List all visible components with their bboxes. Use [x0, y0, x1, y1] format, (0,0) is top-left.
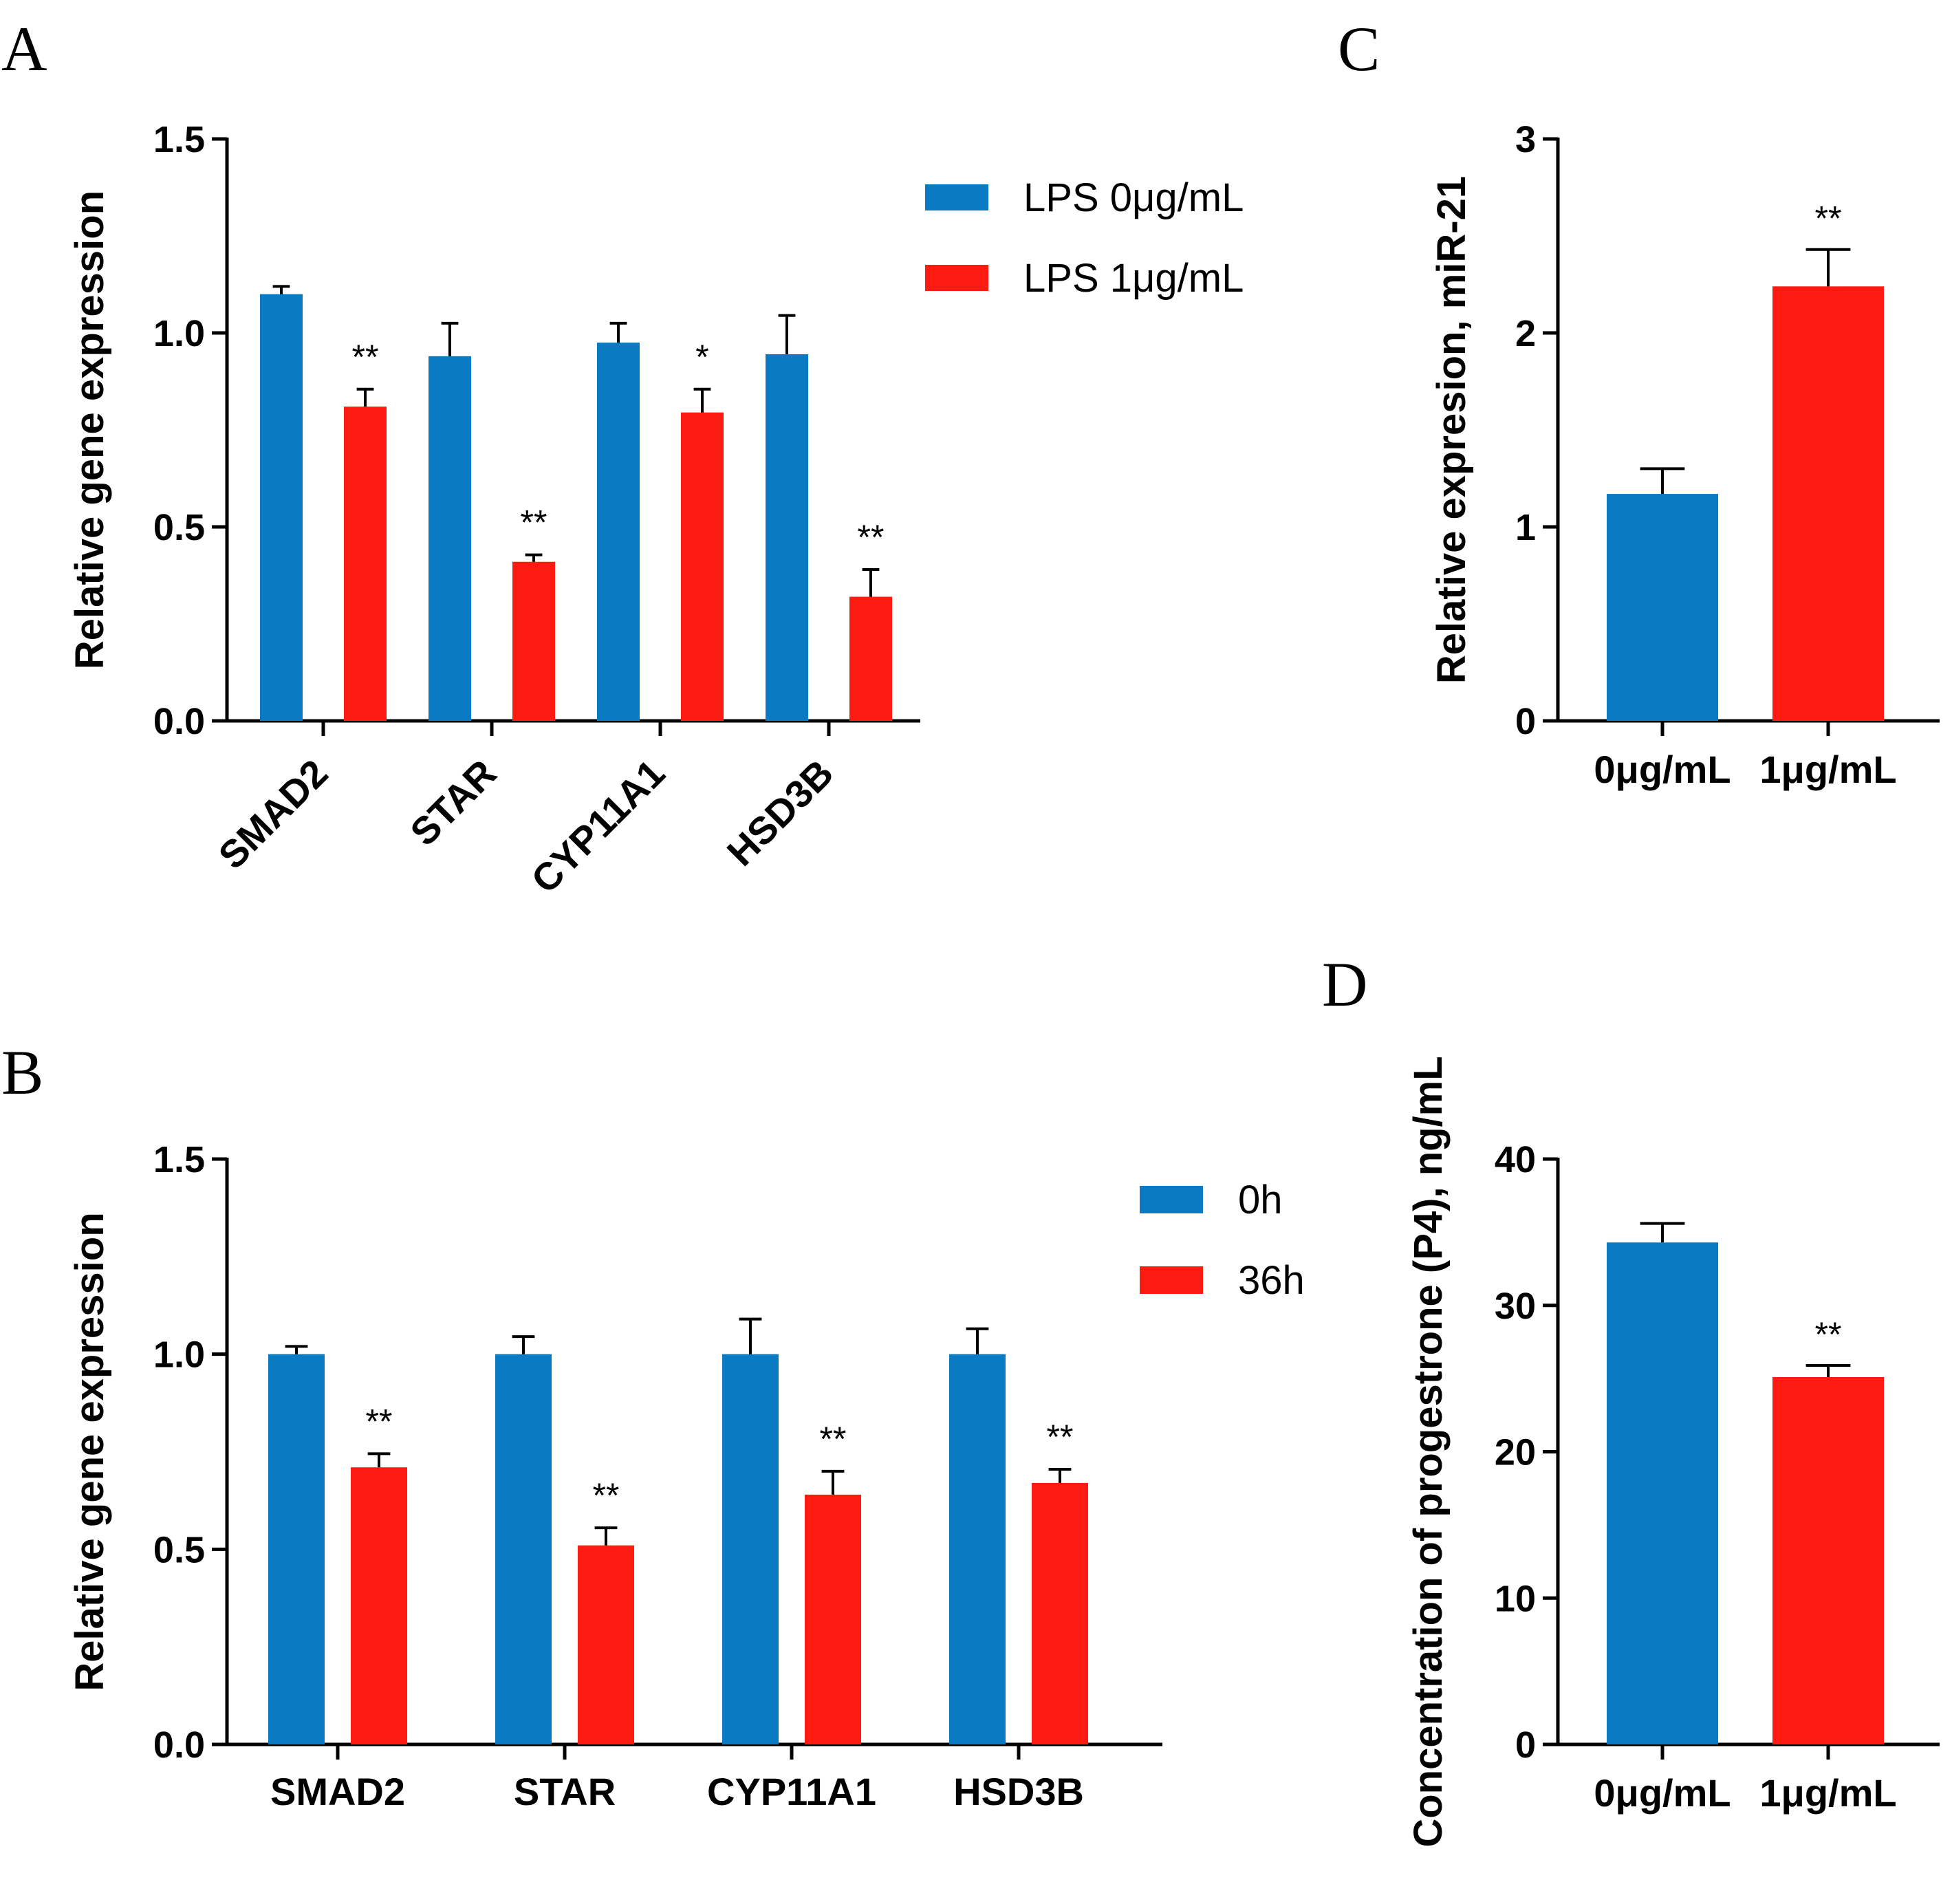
y-tick-label-b: 0.0	[153, 1724, 205, 1766]
category-label-c: 0μg/mL	[1594, 748, 1731, 791]
bar-a-s2-2	[681, 412, 724, 721]
y-tick-label-d: 20	[1495, 1432, 1536, 1473]
y-tick-label-d: 0	[1515, 1724, 1536, 1766]
category-label-b: HSD3B	[953, 1770, 1084, 1813]
significance-label-c: **	[1815, 199, 1842, 238]
significance-label-b: **	[593, 1476, 620, 1515]
y-axis-title-c: Relative expresion, miR-21	[1429, 176, 1474, 684]
y-tick-label-b: 1.5	[153, 1139, 205, 1180]
bar-b-s1-0	[268, 1354, 325, 1744]
legend-label-b-1: 0h	[1238, 1178, 1283, 1222]
chart-a-relative-gene-expression-lps: 0.0 0.5 1.0 1.5 Relative gene expression ** SM…	[67, 119, 1244, 901]
bar-a-s2-3	[849, 596, 892, 721]
y-axis-title-d: Concentration of progestrone (P4), ng/mL	[1406, 1056, 1451, 1847]
significance-label-a: **	[521, 504, 547, 542]
bar-d-1	[1772, 1376, 1884, 1744]
panel-letter-a: A	[1, 14, 47, 84]
chart-b-relative-gene-expression-time: 0.0 0.5 1.0 1.5 Relative gene expression ** SM…	[67, 1139, 1305, 1813]
y-tick-label-d: 40	[1495, 1139, 1536, 1180]
panel-letter-b: B	[1, 1037, 43, 1107]
chart-c-mir21-expression: 0 1 2 3 Relative expresion, miR-21 0μg/mL ** 1μ…	[1429, 119, 1940, 791]
category-label-a: STAR	[402, 751, 504, 854]
y-tick-label-a: 1.5	[153, 119, 205, 160]
category-label-c: 1μg/mL	[1759, 748, 1896, 791]
y-tick-label-a: 1.0	[153, 313, 205, 354]
bar-b-s2-2	[805, 1494, 861, 1744]
significance-label-b: **	[366, 1402, 393, 1440]
bar-b-s2-0	[351, 1467, 407, 1744]
category-label-b: SMAD2	[270, 1770, 405, 1813]
y-tick-label-d: 10	[1495, 1578, 1536, 1619]
y-tick-label-b: 0.5	[153, 1529, 205, 1570]
panel-letter-d: D	[1322, 949, 1367, 1019]
bar-b-s2-3	[1032, 1482, 1088, 1744]
significance-label-a: **	[352, 338, 379, 376]
y-tick-label-c: 3	[1515, 119, 1536, 160]
bar-a-s1-0	[260, 294, 303, 722]
bar-a-s2-1	[512, 561, 555, 721]
category-label-a: CYP11A1	[523, 751, 673, 901]
bar-d-0	[1607, 1242, 1718, 1744]
chart-d-progesterone-concentration: 0 10 20 30 40 Concentration of progestrone (P…	[1406, 1056, 1940, 1848]
legend-label-a-2: LPS 1μg/mL	[1023, 256, 1244, 301]
bar-a-s1-3	[766, 354, 808, 721]
y-axis-title-b: Relative gene expression	[67, 1212, 112, 1691]
bar-b-s1-3	[949, 1354, 1006, 1744]
significance-label-a: *	[695, 338, 708, 376]
bar-c-0	[1607, 494, 1718, 721]
category-label-b: CYP11A1	[707, 1770, 876, 1813]
y-tick-label-c: 2	[1515, 313, 1536, 354]
significance-label-b: **	[1047, 1418, 1074, 1456]
category-label-d: 0μg/mL	[1594, 1771, 1731, 1815]
bar-a-s1-2	[597, 343, 640, 722]
bar-a-s1-1	[429, 356, 471, 721]
bar-b-s1-1	[495, 1354, 552, 1744]
y-tick-label-d: 30	[1495, 1286, 1536, 1327]
significance-label-a: **	[858, 518, 885, 556]
legend-swatch-b-1	[1140, 1186, 1203, 1213]
category-label-a: SMAD2	[210, 751, 336, 877]
bar-c-1	[1772, 286, 1884, 721]
category-label-b: STAR	[514, 1770, 616, 1813]
legend-label-a-1: LPS 0μg/mL	[1023, 175, 1244, 220]
bar-b-s2-1	[578, 1545, 634, 1744]
y-tick-label-c: 1	[1515, 507, 1536, 548]
legend-swatch-a-1	[925, 184, 988, 210]
category-label-a: HSD3B	[719, 751, 842, 874]
y-tick-label-b: 1.0	[153, 1334, 205, 1376]
y-tick-label-c: 0	[1515, 701, 1536, 742]
bar-a-s2-0	[344, 407, 387, 721]
significance-label-d: **	[1815, 1315, 1842, 1354]
significance-label-b: **	[820, 1420, 847, 1458]
category-label-d: 1μg/mL	[1759, 1771, 1896, 1815]
legend-swatch-a-2	[925, 265, 988, 291]
legend-swatch-b-2	[1140, 1266, 1203, 1294]
panel-letter-c: C	[1338, 14, 1380, 84]
bar-b-s1-2	[722, 1354, 779, 1744]
y-tick-label-a: 0.0	[153, 701, 205, 742]
legend-label-b-2: 36h	[1238, 1258, 1305, 1303]
y-axis-title-a: Relative gene expression	[67, 191, 112, 669]
y-tick-label-a: 0.5	[153, 507, 205, 548]
